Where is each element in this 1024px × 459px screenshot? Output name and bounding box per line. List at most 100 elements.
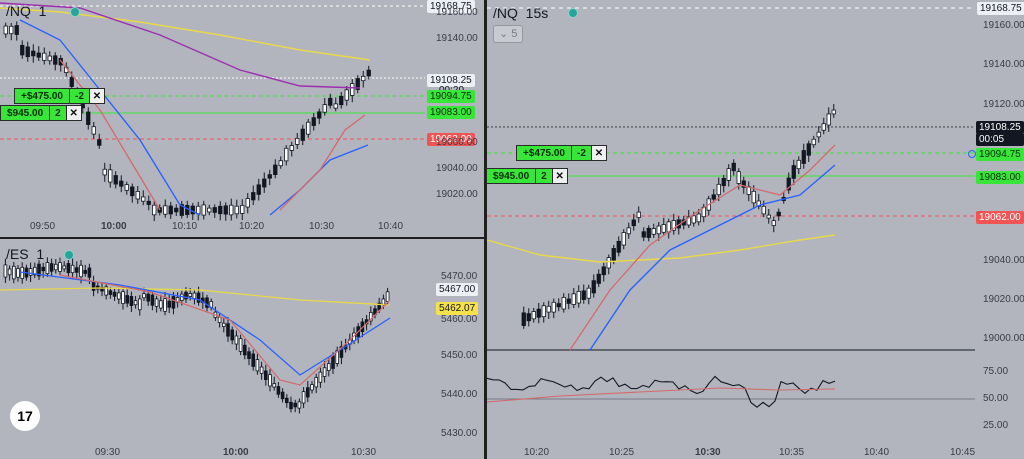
- order-qty[interactable]: 2: [536, 168, 553, 184]
- candle: [97, 139, 102, 146]
- candle: [66, 263, 71, 274]
- candle: [636, 211, 641, 218]
- candle: [229, 204, 234, 216]
- candle: [766, 214, 771, 219]
- candle: [531, 311, 536, 320]
- price-label-order: 19083.00: [976, 171, 1024, 184]
- price-label-order: 19083.00: [427, 106, 475, 119]
- candle: [152, 204, 157, 216]
- price-label-last: 19108.25: [976, 121, 1024, 134]
- order-pl[interactable]: $945.00: [0, 105, 51, 121]
- candle: [551, 301, 556, 313]
- candle: [69, 77, 74, 87]
- ma-blue-line: [589, 164, 836, 351]
- candle: [179, 204, 184, 216]
- candle: [11, 265, 16, 280]
- candle: [293, 402, 297, 408]
- candle: [606, 257, 611, 269]
- candle: [234, 205, 239, 215]
- chevron-down-icon: ⌄: [499, 28, 509, 40]
- candle: [344, 89, 349, 101]
- status-dot: [64, 250, 74, 260]
- order-pl[interactable]: +$475.00: [516, 145, 572, 161]
- order-close-icon[interactable]: ✕: [591, 145, 607, 161]
- price-label-stop: 19062.00: [976, 211, 1024, 224]
- candle: [546, 305, 551, 313]
- candle: [247, 351, 251, 359]
- candle: [311, 117, 316, 126]
- candle: [91, 281, 96, 291]
- candle: [326, 363, 331, 372]
- price-label-high: 19168.75: [427, 0, 475, 13]
- candle: [117, 292, 121, 300]
- candle: [339, 95, 344, 106]
- axis-tick: 5430.00: [441, 428, 478, 439]
- candle: [119, 180, 124, 187]
- price-label-stop: 19062.00: [427, 133, 475, 146]
- candle: [196, 292, 201, 303]
- candle: [112, 291, 117, 297]
- candle: [526, 313, 531, 322]
- candle: [3, 264, 8, 278]
- order-long-tag[interactable]: $945.00 2 ✕: [0, 105, 82, 121]
- candle: [306, 121, 311, 135]
- candle: [146, 200, 151, 205]
- candle: [821, 123, 826, 131]
- order-qty[interactable]: -2: [572, 145, 592, 161]
- crosshair-circle-icon[interactable]: [968, 150, 976, 158]
- candle: [581, 290, 586, 300]
- candle: [142, 293, 146, 299]
- tradingview-logo[interactable]: 17: [10, 401, 40, 431]
- order-close-icon[interactable]: ✕: [552, 168, 568, 184]
- order-close-icon[interactable]: ✕: [66, 105, 82, 121]
- horizontal-divider[interactable]: [0, 237, 484, 239]
- candle: [646, 227, 651, 238]
- candle: [104, 286, 109, 296]
- candle: [310, 384, 314, 391]
- order-qty[interactable]: -2: [70, 88, 90, 104]
- candle: [255, 359, 260, 372]
- ma-blue-line: [19, 19, 201, 216]
- candle: [212, 207, 217, 213]
- interval-chip[interactable]: ⌄ 5: [493, 25, 524, 43]
- order-qty[interactable]: 2: [50, 105, 67, 121]
- candle: [163, 205, 168, 215]
- order-long-tag[interactable]: $945.00 2 ✕: [486, 168, 568, 184]
- indicator-signal-line: [486, 387, 836, 403]
- candle: [541, 305, 546, 318]
- order-close-icon[interactable]: ✕: [89, 88, 105, 104]
- candle: [301, 391, 306, 404]
- candle: [14, 25, 19, 35]
- order-pl[interactable]: $945.00: [486, 168, 537, 184]
- candle: [361, 75, 366, 82]
- price-label-order: 19094.75: [427, 90, 475, 103]
- candle: [831, 109, 836, 115]
- candle: [238, 338, 243, 352]
- candle: [736, 171, 741, 184]
- order-short-tag[interactable]: +$475.00 -2 ✕: [14, 88, 105, 104]
- ma-red-line: [279, 114, 366, 211]
- candle: [129, 296, 134, 306]
- candle: [626, 227, 631, 235]
- candle: [226, 323, 230, 337]
- ma-red-line: [59, 59, 161, 211]
- candle: [791, 165, 796, 179]
- candle: [192, 292, 197, 299]
- candle: [91, 126, 96, 135]
- vertical-divider[interactable]: [484, 0, 487, 459]
- order-short-tag[interactable]: +$475.00 -2 ✕: [516, 145, 607, 161]
- order-pl[interactable]: +$475.00: [14, 88, 70, 104]
- candle: [201, 204, 206, 216]
- candle: [234, 335, 239, 345]
- axis-tick: 19120.00: [983, 99, 1024, 110]
- candle: [168, 205, 173, 215]
- candle: [137, 298, 142, 311]
- candle: [536, 308, 541, 318]
- axis-tick: 5470.00: [441, 271, 478, 282]
- candle: [121, 291, 125, 304]
- candle: [741, 180, 746, 188]
- candle: [207, 207, 212, 213]
- candle: [289, 401, 293, 410]
- time-tick: 10:25: [609, 447, 635, 458]
